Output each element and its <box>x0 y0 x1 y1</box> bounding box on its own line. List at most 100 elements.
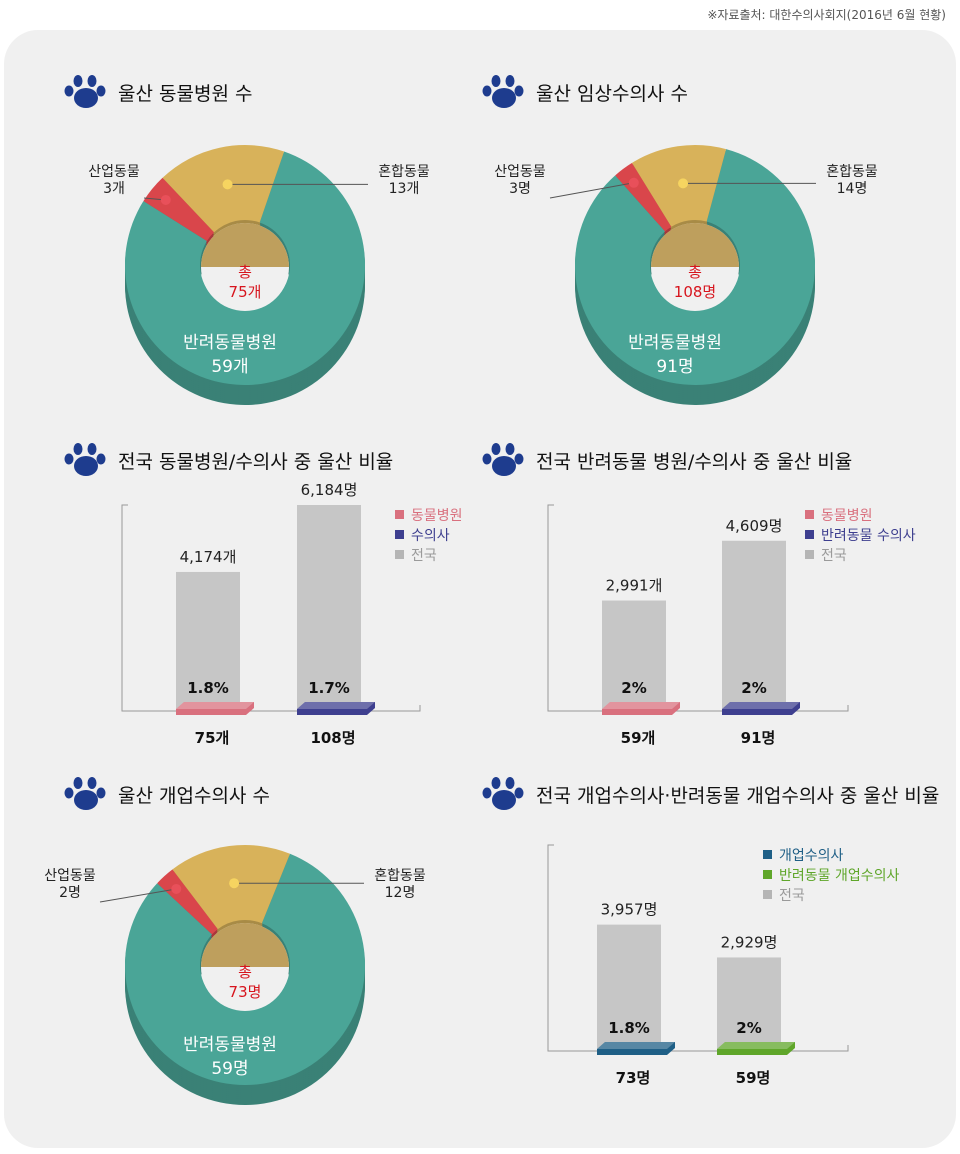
paw-toe <box>64 453 74 465</box>
title-text: 전국 반려동물 병원/수의사 중 울산 비율 <box>536 450 853 473</box>
donut-slice <box>615 162 672 232</box>
slice-name: 반려동물병원 <box>628 333 722 353</box>
ulsan-bar-top <box>176 702 254 709</box>
paw-toe <box>514 453 524 465</box>
title-hospitals: 울산 동물병원 수 <box>62 74 252 110</box>
slice-value: 59명 <box>211 1059 248 1079</box>
callout-dot <box>222 179 233 190</box>
ratio-label: 2% <box>741 679 766 697</box>
legend-swatch <box>395 510 404 519</box>
ratio-label: 1.8% <box>608 1019 650 1037</box>
title-practicing-ratio: 전국 개업수의사·반려동물 개업수의사 중 울산 비율 <box>480 776 939 812</box>
ulsan-bar <box>176 702 254 715</box>
slice-name: 산업동물 <box>88 164 140 180</box>
national-value: 6,184명 <box>301 481 358 499</box>
paw-icon <box>64 777 106 810</box>
legend-swatch <box>763 870 772 879</box>
paw-toe <box>505 777 515 789</box>
slice-value: 13개 <box>389 181 420 197</box>
ratio-label: 1.7% <box>308 679 350 697</box>
paw-icon <box>482 443 524 476</box>
axis-frame <box>547 504 849 712</box>
paw-toe <box>96 85 106 97</box>
slice-value: 91명 <box>656 357 693 377</box>
legend-label: 동물병원 <box>821 508 873 524</box>
legend-swatch <box>763 850 772 859</box>
paw-toe <box>514 787 524 799</box>
national-bar <box>602 600 666 711</box>
callout-dot <box>160 194 171 205</box>
paw-toe <box>87 777 97 789</box>
paw-pad <box>74 88 98 108</box>
slice-name: 반려동물병원 <box>183 333 277 353</box>
legend-label: 수의사 <box>411 528 450 544</box>
paw-pad <box>492 456 516 476</box>
title-text: 전국 동물병원/수의사 중 울산 비율 <box>118 450 394 473</box>
ulsan-bar <box>597 1042 675 1055</box>
total-label: 총 <box>238 263 252 281</box>
total-label: 총 <box>688 263 702 281</box>
callout-dot <box>678 178 689 189</box>
title-practicing-vets: 울산 개업수의사 수 <box>62 776 270 812</box>
ulsan-bar-top <box>602 702 680 709</box>
paw-toe <box>73 777 83 789</box>
paw-icon <box>482 777 524 810</box>
legend-label: 전국 <box>821 548 847 564</box>
paw-toe <box>482 85 492 97</box>
ulsan-value: 73명 <box>616 1069 651 1087</box>
total-value: 108명 <box>674 283 716 301</box>
callout-dot <box>628 177 639 188</box>
slice-value: 3개 <box>103 181 125 197</box>
donut-slice <box>125 853 366 1085</box>
ulsan-value: 59명 <box>736 1069 771 1087</box>
paw-toe <box>514 85 524 97</box>
ulsan-bar-top <box>297 702 375 709</box>
legend-swatch <box>395 530 404 539</box>
legend-swatch <box>805 510 814 519</box>
ratio-label: 1.8% <box>187 679 229 697</box>
ulsan-value: 91명 <box>741 729 776 747</box>
legend-swatch <box>395 550 404 559</box>
slice-value: 2명 <box>59 885 81 901</box>
axis-frame <box>121 504 421 712</box>
paw-toe <box>505 75 515 87</box>
paw-toe <box>96 787 106 799</box>
paw-toe <box>87 75 97 87</box>
national-bar <box>722 540 786 711</box>
national-value: 4,609명 <box>726 517 783 535</box>
legend-swatch <box>763 890 772 899</box>
donut-slice <box>162 144 285 233</box>
title-text: 울산 동물병원 수 <box>118 82 253 105</box>
national-bar <box>176 571 240 711</box>
national-value: 2,991개 <box>606 577 663 595</box>
slice-name: 산업동물 <box>494 164 546 180</box>
slice-name: 산업동물 <box>44 868 96 884</box>
national-value: 3,957명 <box>601 901 658 919</box>
legend-label: 전국 <box>779 888 805 904</box>
paw-icon <box>64 75 106 108</box>
donut-hole-inner <box>651 223 739 267</box>
paw-icon <box>64 443 106 476</box>
legend-swatch <box>805 550 814 559</box>
ulsan-value: 108명 <box>310 729 355 747</box>
paw-toe <box>64 787 74 799</box>
national-value: 4,174개 <box>180 548 237 566</box>
title-text: 전국 개업수의사·반려동물 개업수의사 중 울산 비율 <box>536 784 940 807</box>
total-label: 총 <box>238 963 252 981</box>
ulsan-bar-top <box>722 702 800 709</box>
donut-hole-inner <box>201 223 289 267</box>
legend-label: 동물병원 <box>411 508 463 524</box>
legend-swatch <box>805 530 814 539</box>
ulsan-bar-top <box>597 1042 675 1049</box>
callout-line <box>549 182 634 199</box>
ratio-label: 2% <box>736 1019 761 1037</box>
total-value: 75개 <box>229 283 262 301</box>
legend-label: 전국 <box>411 548 437 564</box>
slice-value: 12명 <box>385 885 416 901</box>
paw-toe <box>87 443 97 455</box>
slice-value: 3명 <box>509 181 531 197</box>
ulsan-bar <box>602 702 680 715</box>
